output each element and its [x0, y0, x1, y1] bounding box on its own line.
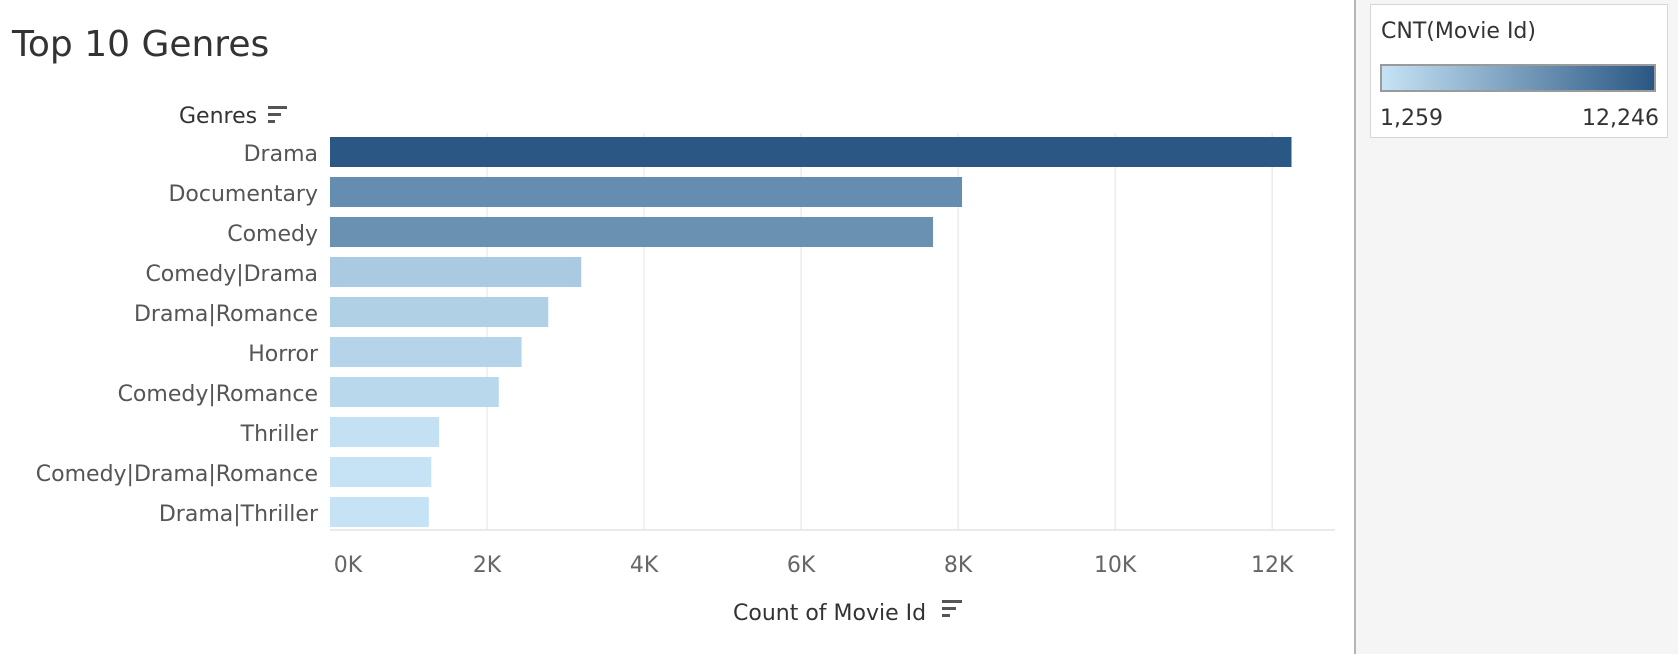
- x-tick-label: 10K: [1094, 553, 1137, 578]
- y-axis-sort-icon[interactable]: [268, 106, 287, 123]
- category-label: Drama|Romance: [134, 302, 318, 327]
- bar[interactable]: [330, 497, 429, 527]
- bar[interactable]: [330, 137, 1292, 167]
- x-axis-sort-icon[interactable]: [942, 600, 962, 617]
- x-tick-label: 6K: [787, 553, 816, 578]
- bar[interactable]: [330, 297, 549, 327]
- legend-max-label: 12,246: [1582, 106, 1659, 131]
- chart-area: Top 10 Genres Drama Documentary Comedy Come…: [12, 24, 1335, 626]
- bar[interactable]: [330, 257, 582, 287]
- category-label: Comedy: [227, 222, 318, 247]
- x-tick-label: 0K: [334, 553, 363, 578]
- x-tick-labels: 0K 2K 4K 6K 8K 10K 12K: [334, 553, 1294, 578]
- category-label: Comedy|Drama|Romance: [36, 462, 318, 487]
- bar[interactable]: [330, 417, 440, 447]
- x-tick-label: 8K: [944, 553, 973, 578]
- chart-title: Top 10 Genres: [12, 24, 270, 65]
- legend-title: CNT(Movie Id): [1381, 19, 1536, 44]
- category-label: Thriller: [240, 422, 319, 447]
- x-tick-label: 4K: [630, 553, 659, 578]
- bar[interactable]: [330, 217, 933, 247]
- category-label: Horror: [248, 342, 319, 367]
- category-label: Drama: [244, 142, 318, 167]
- bar-chart: Drama Documentary Comedy Comedy|Drama Drama|…: [36, 104, 1335, 626]
- bar[interactable]: [330, 457, 432, 487]
- bars: [330, 137, 1292, 527]
- category-label: Documentary: [168, 182, 318, 207]
- side-panel: CNT(Movie Id) 1,259 12,246: [1354, 0, 1678, 654]
- x-tick-label: 2K: [473, 553, 502, 578]
- bar[interactable]: [330, 337, 522, 367]
- x-axis-title[interactable]: Count of Movie Id: [733, 601, 926, 626]
- bar[interactable]: [330, 177, 963, 207]
- color-legend[interactable]: CNT(Movie Id) 1,259 12,246: [1370, 4, 1668, 138]
- bar[interactable]: [330, 377, 499, 407]
- category-labels: Drama Documentary Comedy Comedy|Drama Drama|…: [36, 142, 319, 527]
- category-label: Comedy|Drama: [145, 262, 318, 287]
- y-axis-title[interactable]: Genres: [179, 104, 257, 129]
- x-tick-label: 12K: [1251, 553, 1294, 578]
- category-label: Drama|Thriller: [159, 502, 319, 527]
- category-label: Comedy|Romance: [118, 382, 318, 407]
- legend-color-ramp: [1380, 64, 1656, 92]
- legend-min-label: 1,259: [1380, 106, 1443, 131]
